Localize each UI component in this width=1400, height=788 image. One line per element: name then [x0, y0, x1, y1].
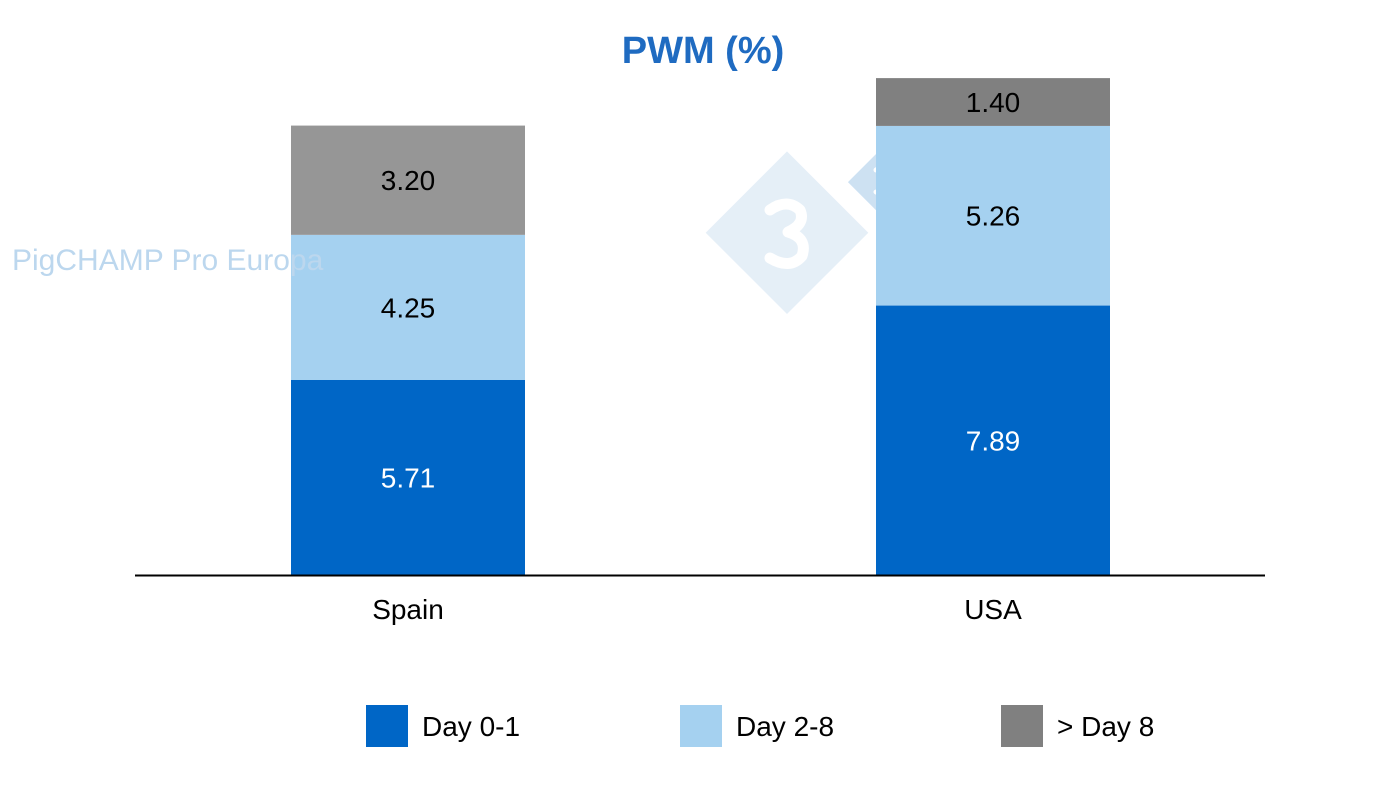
bar-segment-usa-0	[876, 305, 1110, 575]
data-label: 1.40	[966, 87, 1021, 118]
bar-segment-usa-1	[876, 125, 1110, 306]
legend-label: Day 2-8	[736, 711, 834, 742]
watermark-text: PigCHAMP Pro Europa	[12, 244, 324, 277]
bar-segment-usa-2	[876, 78, 1110, 126]
bar-segment-spain-0	[291, 380, 525, 575]
bar-segment-spain-2	[291, 125, 525, 235]
category-label: Spain	[372, 594, 444, 625]
data-label: 5.26	[966, 201, 1021, 232]
data-label: 5.71	[381, 463, 436, 494]
chart-title: PWM (%)	[622, 30, 785, 72]
legend-swatch	[366, 705, 408, 747]
legend-swatch	[680, 705, 722, 747]
legend-label: > Day 8	[1057, 711, 1154, 742]
data-label: 7.89	[966, 425, 1021, 456]
bar-segment-spain-1	[291, 234, 525, 381]
data-label: 4.25	[381, 292, 436, 323]
legend-swatch	[1001, 705, 1043, 747]
category-label: USA	[964, 594, 1022, 625]
legend-label: Day 0-1	[422, 711, 520, 742]
data-label: 3.20	[381, 165, 436, 196]
